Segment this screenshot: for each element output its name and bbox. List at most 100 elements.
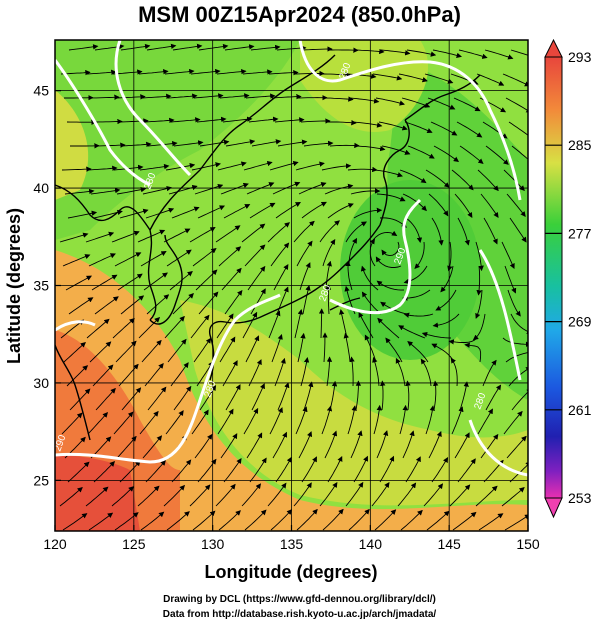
wind-streamline	[139, 163, 170, 171]
y-tick-label: 35	[33, 278, 49, 294]
wind-streamline	[111, 230, 140, 243]
wind-streamline	[403, 312, 434, 318]
credit-data: Data from http://database.rish.kyoto-u.a…	[162, 609, 437, 620]
wind-streamline	[398, 325, 426, 339]
wind-streamline	[92, 364, 114, 387]
wind-streamlines	[59, 43, 528, 531]
wind-streamline	[61, 166, 92, 172]
wind-streamline	[222, 360, 238, 387]
wind-streamline	[406, 49, 437, 57]
wind-streamline	[507, 289, 521, 317]
wind-streamline	[376, 430, 389, 459]
wind-streamline	[246, 432, 263, 459]
wind-streamline	[242, 69, 273, 75]
coastlines	[55, 54, 481, 441]
wind-streamline	[89, 94, 120, 100]
wind-streamline	[85, 486, 109, 507]
wind-streamline	[217, 161, 247, 171]
wind-streamline	[353, 455, 368, 483]
wind-streamline	[510, 49, 528, 56]
wind-streamline	[294, 309, 303, 339]
wind-streamline	[169, 271, 193, 291]
wind-streamline	[93, 118, 123, 125]
wind-streamline	[138, 316, 161, 339]
wind-streamline	[138, 69, 169, 75]
wind-streamline	[85, 231, 115, 243]
wind-streamline	[115, 94, 146, 100]
wind-streamline	[360, 265, 379, 291]
wind-streamline	[349, 356, 355, 387]
wind-streamline	[139, 410, 159, 435]
colorbar-tick-label: 261	[568, 402, 592, 418]
colorbar-tick-label: 253	[568, 490, 592, 506]
wind-streamline	[274, 117, 305, 123]
wind-streamline	[485, 145, 509, 165]
wind-streamline	[501, 487, 525, 507]
wind-streamline	[398, 73, 428, 83]
wind-streamline	[68, 44, 99, 51]
wind-streamline	[511, 145, 528, 160]
wind-streamline	[322, 332, 328, 363]
wind-streamline	[116, 435, 137, 459]
wind-streamline	[199, 385, 217, 411]
wind-streamline	[59, 487, 83, 507]
wind-streamline	[353, 207, 383, 219]
wind-streamline	[164, 315, 185, 339]
wind-streamline	[477, 408, 493, 435]
wind-streamline	[302, 46, 333, 52]
x-tick-label: 140	[359, 536, 383, 552]
wind-streamline	[478, 513, 504, 531]
wind-streamline	[475, 289, 483, 319]
wind-streamline	[66, 365, 89, 387]
wind-streamline	[251, 383, 265, 411]
wind-streamline	[218, 510, 241, 531]
wind-streamline	[277, 139, 308, 147]
wind-streamline	[95, 142, 126, 148]
wind-streamline	[273, 264, 289, 291]
wind-streamline	[327, 455, 343, 483]
wind-streamline	[350, 188, 381, 195]
wind-streamline	[217, 408, 234, 435]
wind-streamline	[146, 43, 177, 51]
wind-streamline	[189, 227, 216, 243]
wind-streamline	[171, 459, 192, 483]
wind-streamline	[329, 142, 360, 149]
wind-streamline	[426, 510, 450, 531]
wind-streamline	[424, 73, 454, 84]
wind-streamline	[191, 162, 221, 171]
wind-streamline	[244, 244, 266, 267]
wind-streamline	[194, 183, 224, 195]
wind-streamline	[89, 341, 112, 363]
chart-title: MSM 00Z15Apr2024 (850.0hPa)	[138, 2, 461, 27]
wind-streamline	[454, 432, 470, 459]
wind-streamline	[121, 387, 142, 411]
wind-streamline	[61, 412, 83, 435]
wind-streamline	[87, 412, 108, 435]
wind-streamline	[506, 435, 527, 459]
wind-streamline	[170, 362, 189, 387]
wind-streamline	[294, 70, 325, 77]
wind-streamline	[194, 433, 213, 459]
wind-streamline	[407, 341, 429, 363]
wind-streamline	[191, 409, 209, 435]
wind-streamline	[453, 97, 481, 112]
x-tick-label: 150	[516, 536, 540, 552]
wind-streamline	[196, 116, 227, 123]
wind-streamline	[475, 485, 498, 507]
colorbar-top-arrow	[544, 38, 563, 58]
wind-streamline	[198, 43, 229, 51]
wind-streamline	[346, 73, 377, 79]
wind-streamline	[250, 288, 266, 315]
wind-streamline	[483, 217, 498, 245]
wind-streamline	[118, 363, 139, 387]
wind-streamline	[120, 43, 151, 51]
wind-streamline	[141, 339, 162, 363]
wind-streamline	[321, 71, 351, 78]
wind-streamline	[242, 311, 258, 339]
wind-streamline	[379, 217, 407, 228]
wind-streamline	[354, 48, 385, 55]
wind-streamline	[270, 509, 293, 531]
wind-streamline	[405, 380, 411, 411]
wind-streamline	[376, 280, 405, 291]
wind-streamline	[245, 335, 260, 363]
